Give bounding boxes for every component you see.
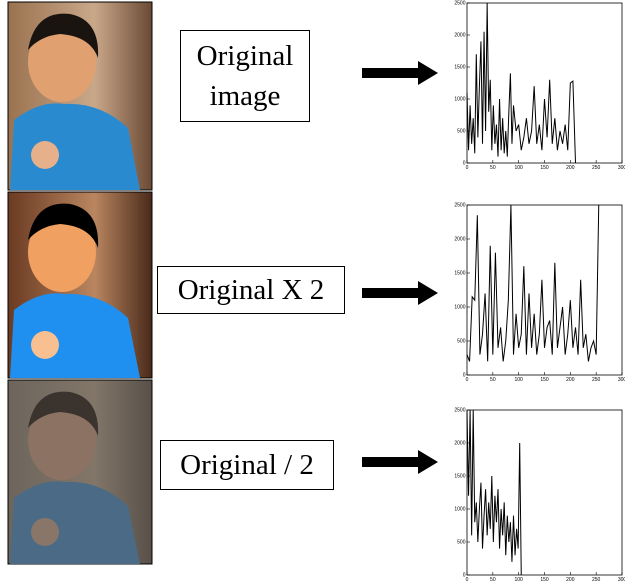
x-tick-label: 100	[514, 577, 523, 583]
y-tick-label: 2000	[454, 440, 465, 446]
y-tick-label: 2000	[454, 32, 465, 38]
label-box: Original / 2	[160, 440, 334, 490]
photo-doubled	[7, 191, 153, 379]
x-tick-label: 150	[540, 577, 549, 583]
y-tick-label: 500	[457, 128, 466, 134]
histogram-chart: 0 500 1000 1500 2000 2500 0 50 100 150 200 250 300	[454, 0, 625, 171]
x-tick-label: 50	[490, 165, 496, 171]
x-tick-label: 0	[466, 577, 469, 583]
x-tick-label: 200	[566, 165, 575, 171]
histogram-chart: 0 500 1000 1500 2000 2500 0 50 100 150 200 250 300	[454, 202, 625, 383]
y-tick-label: 1000	[454, 304, 465, 310]
label-box: Original X 2	[157, 266, 345, 314]
x-tick-label: 300	[618, 577, 625, 583]
y-tick-label: 0	[463, 372, 466, 378]
x-tick-label: 250	[592, 577, 601, 583]
arrows	[362, 61, 438, 474]
histogram-line	[466, 204, 600, 362]
x-tick-label: 50	[490, 377, 496, 383]
x-tick-label: 100	[514, 377, 523, 383]
y-tick-label: 1500	[454, 473, 465, 479]
plot-frame	[466, 409, 623, 576]
x-tick-label: 0	[466, 377, 469, 383]
x-tick-label: 300	[618, 377, 625, 383]
y-tick-label: 500	[457, 338, 466, 344]
y-tick-label: 1000	[454, 96, 465, 102]
x-tick-label: 50	[490, 577, 496, 583]
y-tick-label: 0	[463, 160, 466, 166]
y-tick-label: 1500	[454, 270, 465, 276]
histogram-line	[466, 409, 522, 576]
photo-halved	[7, 379, 153, 565]
x-tick-label: 250	[592, 377, 601, 383]
plot-frame	[466, 2, 623, 164]
y-tick-label: 1500	[454, 64, 465, 70]
y-tick-label: 2500	[454, 0, 465, 6]
x-tick-label: 150	[540, 377, 549, 383]
x-tick-label: 150	[540, 165, 549, 171]
x-tick-label: 200	[566, 577, 575, 583]
arrow	[362, 61, 438, 85]
y-tick-label: 2500	[454, 407, 465, 413]
x-tick-label: 200	[566, 377, 575, 383]
x-tick-label: 300	[618, 165, 625, 171]
y-tick-label: 0	[463, 572, 466, 578]
histogram-chart: 0 500 1000 1500 2000 2500 0 50 100 150 200 250 300	[454, 407, 625, 583]
x-tick-label: 0	[466, 165, 469, 171]
x-tick-label: 100	[514, 165, 523, 171]
photo-original	[7, 1, 153, 191]
y-tick-label: 1000	[454, 506, 465, 512]
label-box: Original image	[180, 30, 310, 122]
arrow	[362, 281, 438, 305]
y-tick-label: 2000	[454, 236, 465, 242]
arrow	[362, 450, 438, 474]
histogram-line	[466, 2, 576, 164]
y-tick-label: 2500	[454, 202, 465, 208]
x-tick-label: 250	[592, 165, 601, 171]
y-tick-label: 500	[457, 539, 466, 545]
